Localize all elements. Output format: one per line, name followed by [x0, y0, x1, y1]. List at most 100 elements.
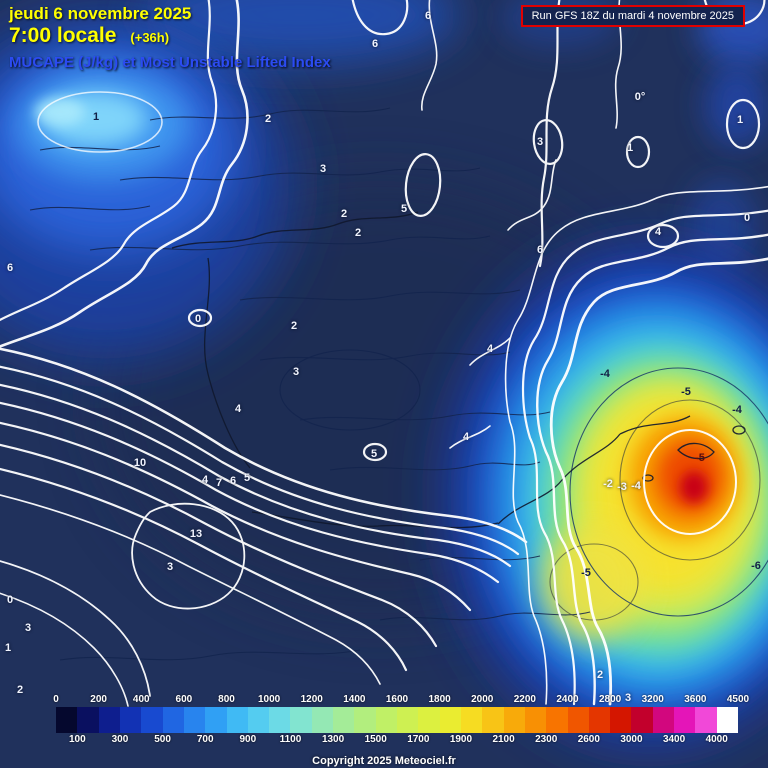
colorbar-cell	[375, 707, 397, 733]
contour-value-label: -4	[732, 404, 742, 416]
colorbar-cell	[482, 707, 504, 733]
colorbar-cell	[546, 707, 568, 733]
valid-time-label: 7:00 locale	[9, 23, 117, 47]
cape-shading-northwest	[0, 0, 768, 360]
mallorca-coastline	[677, 442, 715, 460]
contour-value-label: 4	[201, 474, 209, 486]
map-header: jeudi 6 novembre 2025 7:00 locale (+36h)…	[9, 4, 331, 71]
colorbar-cell	[269, 707, 291, 733]
colorbar-tick-label: 2000	[471, 694, 494, 705]
colorbar-cell	[98, 707, 120, 733]
colorbar-tick-label: 600	[175, 694, 193, 705]
colorbar-tick-label: 800	[218, 694, 235, 705]
contour-value-label: -6	[751, 560, 761, 572]
valid-date-label: jeudi 6 novembre 2025	[9, 4, 192, 23]
colorbar-cell	[354, 707, 376, 733]
colorbar-cell	[397, 707, 419, 733]
colorbar-tick-label: 0	[53, 694, 59, 705]
colorbar-cell	[119, 707, 142, 733]
contour-value-label: 5	[400, 203, 408, 215]
colorbar-tick-label: 2100	[492, 734, 515, 745]
contour-value-label: 6	[536, 244, 544, 256]
colorbar-cell	[695, 707, 717, 733]
colorbar-tick-label: 3600	[684, 694, 707, 705]
white-contours	[0, 0, 768, 707]
colorbar-tick-label: 200	[90, 694, 107, 705]
colorbar-tick-label: 4500	[726, 694, 750, 705]
contour-value-label: 3	[536, 136, 544, 148]
colorbar-tick-label: 300	[111, 734, 129, 745]
colorbar-cell	[333, 707, 355, 733]
colorbar-tick-label: 2400	[556, 694, 579, 705]
forecast-hour-label: (+36h)	[130, 29, 170, 45]
colorbar-cell	[460, 707, 483, 733]
colorbar-cell	[226, 707, 248, 733]
contour-value-label: 2	[340, 208, 348, 220]
colorbar	[56, 707, 738, 733]
contour-value-label: 1	[4, 642, 12, 654]
contour-value-label: 2	[290, 320, 298, 332]
contour-value-label: 5	[370, 448, 378, 460]
contour-value-label: 3	[24, 622, 32, 634]
colorbar-labels-bottom: 100 300 500 700 900 1100 1300 1500 1700 1900 2100 2…	[56, 734, 738, 746]
contour-value-label: 1	[626, 142, 634, 154]
colorbar-tick-label: 1700	[407, 734, 430, 745]
contour-value-label: -5	[581, 567, 591, 579]
colorbar-cell	[439, 707, 461, 733]
contour-value-label: -4	[631, 480, 641, 492]
colorbar-cell	[567, 707, 589, 733]
colorbar-legend: 0 200 400 600 800 1000 1200 1400 1600 1800 2000 220…	[53, 694, 749, 746]
contour-value-label: 0°	[634, 91, 646, 103]
contour-value-label: 4	[462, 431, 470, 443]
colorbar-tick-label: 2800	[599, 694, 622, 705]
colorbar-cell	[56, 707, 78, 733]
colorbar-tick-label: 400	[132, 694, 150, 705]
colorbar-cell	[610, 707, 632, 733]
colorbar-tick-label: 1100	[279, 734, 302, 745]
ibiza-coastline	[642, 474, 654, 482]
colorbar-tick-label: 1200	[300, 694, 323, 705]
contour-value-label: 0	[194, 313, 202, 325]
colorbar-cell	[141, 707, 163, 733]
colorbar-tick-label: 2300	[535, 734, 558, 745]
contour-value-label: 6	[371, 38, 379, 50]
contour-value-label: 1	[736, 114, 744, 126]
colorbar-cell	[524, 707, 547, 733]
colorbar-tick-label: 100	[68, 734, 86, 745]
colorbar-tick-label: 3400	[662, 734, 686, 745]
contour-value-label: 2	[16, 684, 24, 696]
contour-value-label: 2	[354, 227, 362, 239]
colorbar-labels-top: 0 200 400 600 800 1000 1200 1400 1600 1800 2000 220…	[53, 694, 749, 706]
contour-value-label: 2	[596, 669, 604, 681]
colorbar-tick-label: 1900	[449, 734, 473, 745]
colorbar-cell	[674, 707, 696, 733]
contour-value-label: 3	[319, 163, 327, 175]
copyright-notice: Copyright 2025 Meteociel.fr	[312, 755, 456, 767]
colorbar-cell	[716, 707, 738, 733]
colorbar-tick-label: 3200	[641, 694, 664, 705]
contour-value-label: 7	[215, 477, 223, 489]
colorbar-cell	[418, 707, 440, 733]
parameter-title: MUCAPE (J/kg) et Most Unstable Lifted In…	[9, 53, 331, 71]
contour-value-label: -5	[681, 386, 691, 398]
contour-value-label: 10	[133, 457, 147, 469]
contour-value-label: 5	[243, 472, 251, 484]
colorbar-tick-label: 2600	[577, 734, 600, 745]
colorbar-tick-label: 1400	[343, 694, 366, 705]
colorbar-tick-label: 1300	[321, 734, 345, 745]
contour-value-label: 4	[654, 226, 662, 238]
colorbar-cell	[631, 707, 653, 733]
contour-value-label: 4	[486, 343, 494, 355]
colorbar-cell	[77, 707, 99, 733]
colorbar-cell	[183, 707, 206, 733]
colorbar-cell	[652, 707, 675, 733]
contour-value-label: 0	[6, 594, 14, 606]
contour-value-label: 6	[424, 10, 432, 22]
colorbar-cell	[162, 707, 184, 733]
colorbar-tick-label: 2200	[513, 694, 536, 705]
contour-value-label: -4	[600, 368, 610, 380]
contour-value-label: -3	[617, 481, 627, 493]
contour-value-label: 13	[189, 528, 203, 540]
